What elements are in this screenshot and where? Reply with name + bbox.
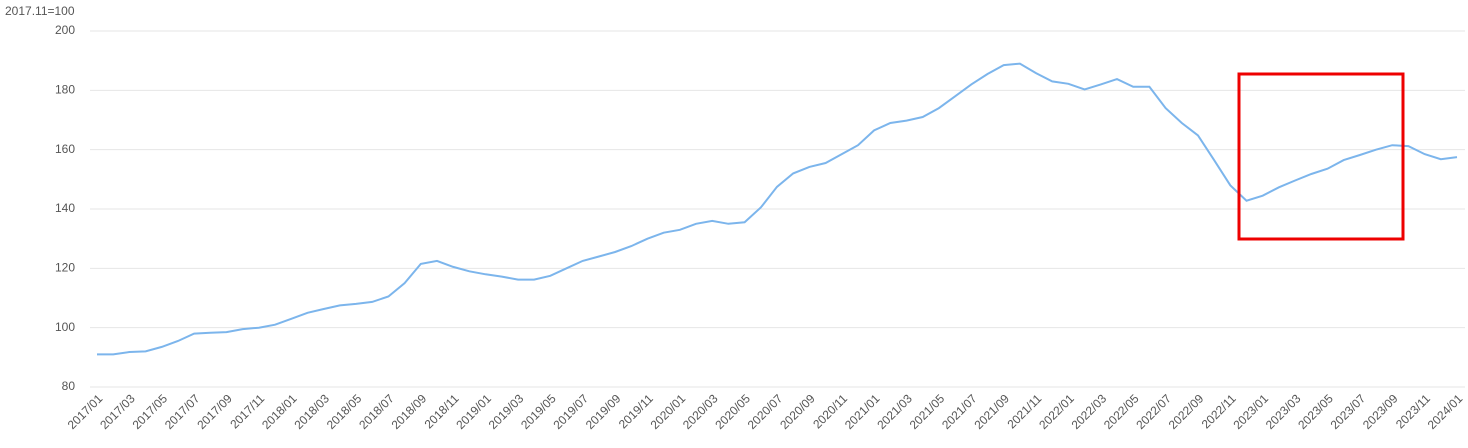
x-tick-label: 2019/03 [486,391,527,432]
x-tick-label: 2023/03 [1263,391,1304,432]
y-tick-label: 160 [55,142,75,156]
x-tick-label: 2018/03 [291,391,332,432]
x-tick-label: 2021/01 [842,391,883,432]
x-tick-label: 2018/05 [324,391,365,432]
x-tick-label: 2018/07 [356,391,397,432]
unit-label: 2017.11=100 [5,4,75,18]
data-line [97,62,1458,356]
x-tick-label: 2023/05 [1295,391,1336,432]
x-tick-label: 2020/01 [648,391,689,432]
x-tick-label: 2023/07 [1328,391,1369,432]
x-tick-label: 2018/01 [259,391,300,432]
x-tick-label: 2022/01 [1036,391,1077,432]
x-tick-label: 2019/09 [583,391,624,432]
y-tick-label: 80 [62,379,76,393]
x-tick-label: 2018/09 [389,391,430,432]
x-tick-label: 2021/09 [971,391,1012,432]
x-tick-label: 2019/05 [518,391,559,432]
x-tick-label: 2017/05 [130,391,171,432]
x-tick-label: 2022/09 [1166,391,1207,432]
y-tick-label: 200 [55,23,75,37]
x-tick-label: 2023/09 [1360,391,1401,432]
x-tick-label: 2023/01 [1230,391,1271,432]
x-tick-label: 2022/03 [1069,391,1110,432]
y-tick-label: 140 [55,201,75,215]
x-tick-label: 2017/03 [97,391,138,432]
x-tick-label: 2021/07 [939,391,980,432]
x-tick-label: 2022/05 [1101,391,1142,432]
x-tick-label: 2021/05 [907,391,948,432]
x-tick-label: 2024/01 [1425,391,1466,432]
x-tick-label: 2017/07 [162,391,203,432]
y-tick-label: 180 [55,83,75,97]
x-tick-label: 2019/07 [550,391,591,432]
x-tick-label: 2017/09 [194,391,235,432]
x-tick-label: 2020/05 [712,391,753,432]
x-tick-label: 2019/01 [453,391,494,432]
x-tick-label: 2020/09 [777,391,818,432]
x-tick-label: 2021/03 [874,391,915,432]
y-tick-label: 100 [55,320,75,334]
y-tick-label: 120 [55,261,75,275]
x-tick-label: 2020/03 [680,391,721,432]
x-tick-label: 2017/01 [65,391,106,432]
x-tick-label: 2020/07 [745,391,786,432]
highlight-box [1237,72,1405,241]
x-tick-label: 2022/07 [1133,391,1174,432]
